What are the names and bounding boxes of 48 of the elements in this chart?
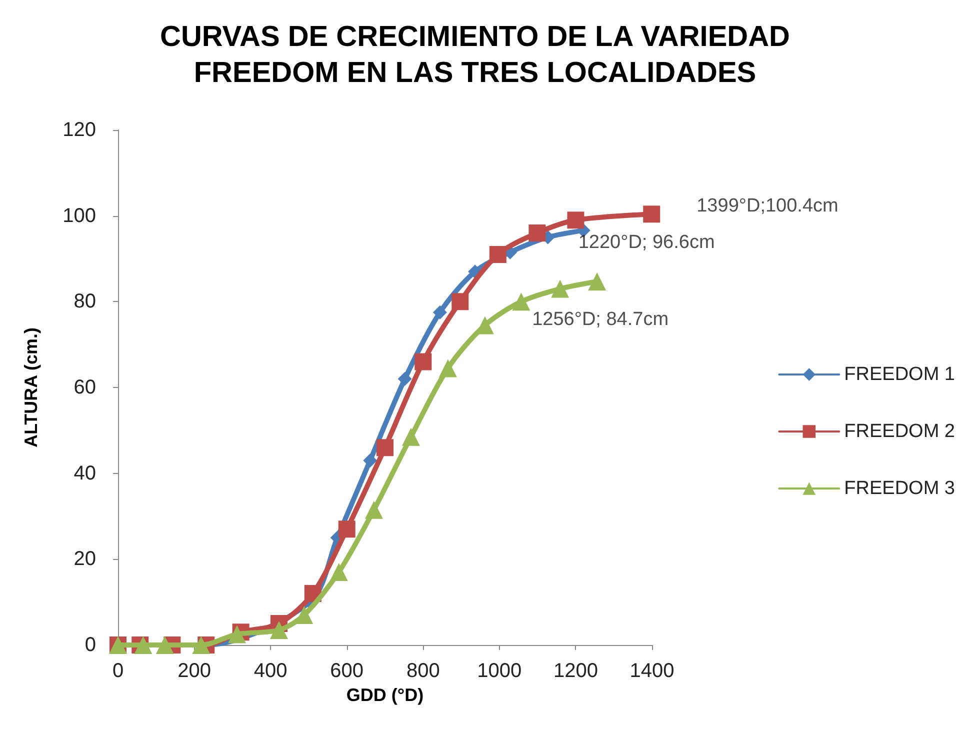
point	[452, 293, 469, 310]
y-axis-title: ALTURA (cm.)	[21, 328, 41, 448]
point	[567, 212, 584, 229]
point	[192, 636, 210, 654]
y-tick-label: 0	[84, 634, 96, 656]
y-tick-label: 120	[62, 119, 96, 141]
y-tick-label: 20	[74, 548, 96, 570]
point	[363, 453, 378, 468]
point	[134, 636, 152, 654]
legend-label: FREEDOM 2	[844, 421, 956, 442]
y-tick-label: 40	[74, 462, 96, 484]
x-tick-label: 400	[254, 660, 288, 682]
y-tick-label: 80	[74, 290, 96, 313]
point	[338, 520, 356, 538]
x-tick-label: 1200	[553, 660, 598, 682]
point	[489, 246, 506, 263]
point	[414, 353, 432, 370]
annotation: 1256°D; 84.7cm	[532, 308, 669, 330]
point	[528, 224, 546, 242]
x-tick-label: 800	[406, 660, 440, 682]
point	[364, 500, 383, 519]
x-tick-label: 600	[330, 660, 364, 682]
point	[156, 636, 174, 654]
x-tick-label: 1000	[477, 660, 522, 682]
point	[402, 428, 420, 446]
point	[376, 439, 394, 456]
point	[270, 620, 288, 639]
legend-label: FREEDOM 3	[844, 478, 956, 499]
point	[551, 280, 570, 298]
legend-label: FREEDOM 1	[844, 364, 956, 385]
y-tick-label: 100	[62, 204, 96, 227]
point	[643, 206, 660, 223]
point	[432, 305, 447, 320]
x-tick-label: 0	[112, 660, 124, 682]
point	[330, 563, 348, 582]
point	[438, 359, 457, 378]
x-axis-title: GDD (°D)	[346, 684, 424, 705]
point	[228, 625, 246, 644]
annotation: 1399°D;100.4cm	[696, 196, 838, 217]
point	[295, 606, 314, 624]
x-tick-label: 200	[178, 660, 211, 682]
point	[512, 292, 530, 311]
chart-title: CURVAS DE CRECIMIENTO DE LA VARIEDAD FREEDOM EN LAS TRES LOCALIDADES	[160, 21, 790, 89]
y-tick-label: 60	[74, 376, 96, 398]
x-tick-label: 1400	[630, 660, 674, 682]
point	[398, 372, 412, 386]
annotation: 1220°D; 96.6cm	[578, 232, 715, 253]
point	[588, 272, 606, 290]
